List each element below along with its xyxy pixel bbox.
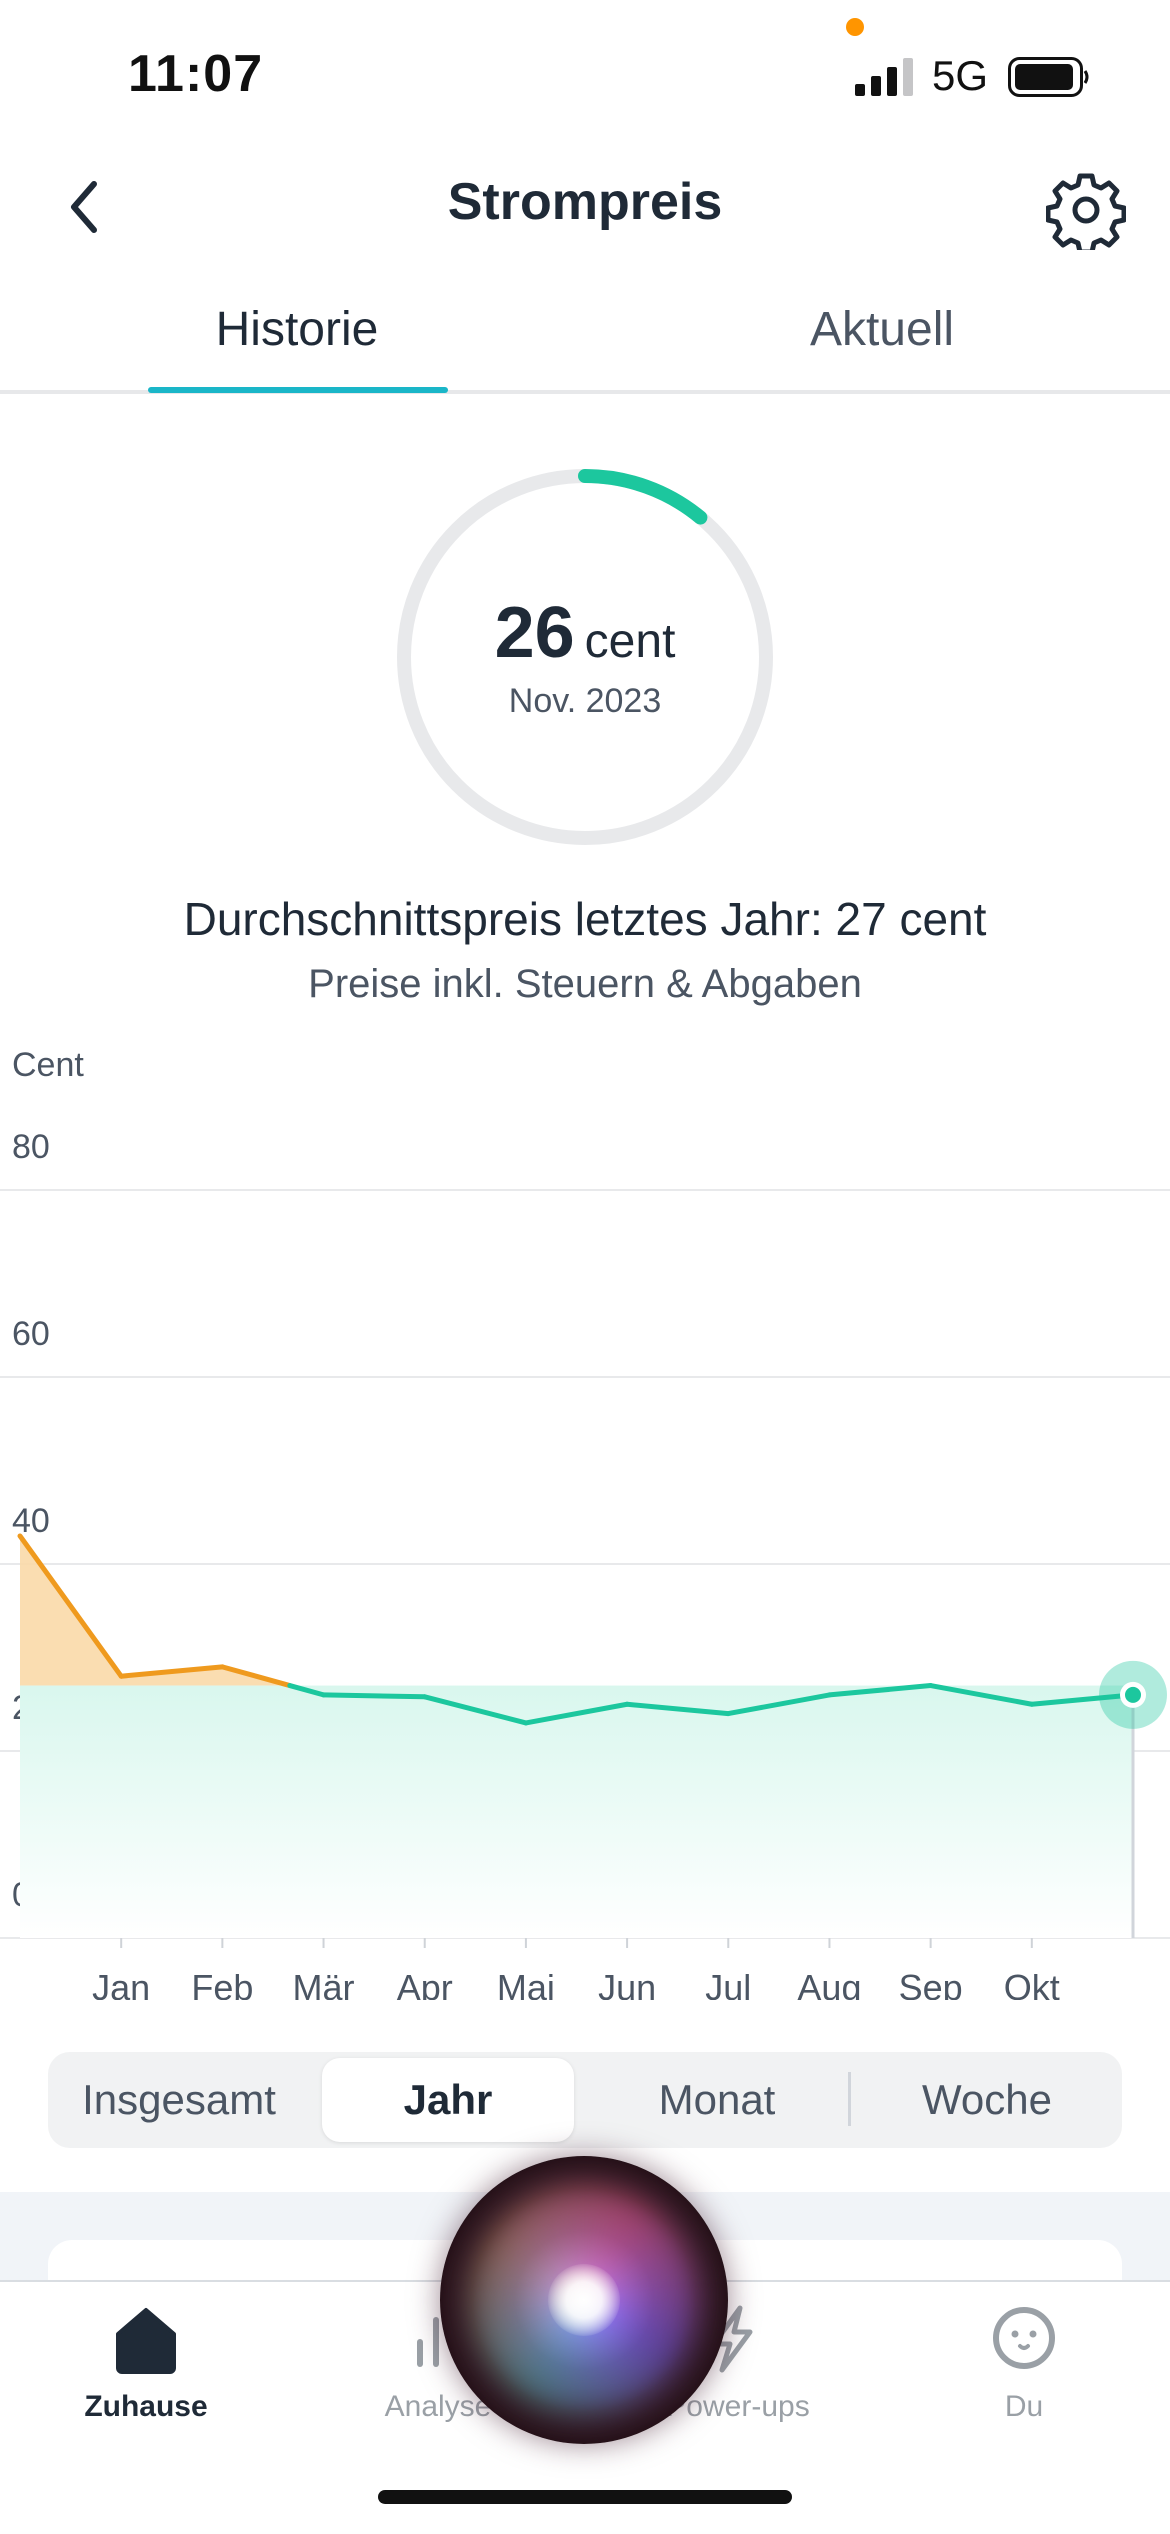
cellular-signal-icon	[855, 58, 913, 96]
y-tick-label: 80	[12, 1128, 50, 1166]
y-tick-label: 60	[12, 1315, 50, 1353]
average-price-text: Durchschnittspreis letztes Jahr: 27 cent	[183, 893, 987, 945]
x-tick-label: Sep	[899, 1967, 963, 2000]
x-tick-label: Mär	[293, 1967, 355, 2000]
series-line-segment	[118, 1664, 225, 1679]
tab-historie[interactable]: Historie	[215, 303, 379, 356]
x-tick-label: Okt	[1004, 1967, 1060, 2000]
series-line-segment	[321, 1692, 428, 1700]
tax-note: Preise inkl. Steuern & Abgaben	[308, 962, 862, 1006]
x-tick-label: Apr	[397, 1967, 453, 2000]
y-tick-label: 40	[12, 1502, 50, 1540]
series-line-segment	[928, 1683, 1035, 1707]
network-type: 5G	[932, 52, 989, 99]
status-time: 11:07	[128, 45, 264, 103]
x-tick-label: Jan	[92, 1967, 150, 2000]
nav-label-du[interactable]: Du	[1004, 2390, 1044, 2423]
y-axis-label: Cent	[12, 1046, 84, 1084]
home-indicator	[378, 2490, 792, 2504]
series-line-segment	[624, 1701, 731, 1717]
period-monat[interactable]: Monat	[658, 2076, 776, 2123]
series-line-segment	[17, 1533, 124, 1679]
current-marker-point	[1125, 1686, 1141, 1703]
tab-aktuell[interactable]: Aktuell	[809, 303, 955, 356]
period-selector	[48, 2052, 1122, 2148]
series-line-segment	[219, 1664, 293, 1689]
series-line-segment	[422, 1694, 529, 1726]
current-price-value: 26	[494, 593, 575, 673]
analysis-icon[interactable]	[400, 2298, 480, 2378]
x-tick-label: Mai	[497, 1967, 555, 2000]
privacy-indicator-dot	[846, 18, 864, 36]
series-line-segment	[287, 1683, 327, 1698]
settings-gear-icon[interactable]	[1046, 170, 1126, 250]
period-selected-highlight	[322, 2058, 574, 2142]
current-price-date: Nov. 2023	[508, 682, 662, 720]
page-title: Strompreis	[447, 173, 723, 231]
nav-label-analyse[interactable]: Analyse	[384, 2390, 492, 2423]
x-tick-label: Feb	[191, 1967, 253, 2000]
series-line-segment	[826, 1683, 934, 1698]
profile-face-icon[interactable]	[984, 2298, 1064, 2378]
nav-label-zuhause[interactable]: Zuhause	[84, 2390, 208, 2423]
above-average-fill	[20, 1535, 290, 1686]
period-jahr[interactable]: Jahr	[403, 2076, 493, 2123]
period-woche[interactable]: Woche	[922, 2076, 1052, 2123]
back-button[interactable]	[56, 172, 112, 242]
home-icon[interactable]	[106, 2298, 186, 2378]
price-history-chart: Cent806040200JanFebMärAprMaiJunJulAugSep…	[0, 1046, 1170, 2000]
period-insgesamt[interactable]: Insgesamt	[82, 2076, 276, 2123]
below-average-fill	[20, 1685, 1133, 1938]
current-price: 26 cent	[0, 592, 1170, 674]
battery-icon	[1008, 57, 1089, 97]
price-ring	[397, 469, 773, 845]
x-tick-label: Jul	[705, 1967, 751, 2000]
x-tick-label: Jun	[598, 1967, 656, 2000]
series-line-segment	[523, 1701, 630, 1726]
siri-orb-core	[548, 2264, 620, 2336]
price-ring-progress	[397, 469, 773, 845]
series-line-segment	[1029, 1692, 1136, 1707]
x-tick-label: Aug	[797, 1967, 861, 2000]
tab-divider	[0, 390, 1170, 394]
period-divider	[848, 2072, 851, 2126]
current-price-unit: cent	[584, 615, 676, 668]
tab-active-indicator	[148, 387, 448, 393]
series-line-segment	[725, 1692, 832, 1717]
